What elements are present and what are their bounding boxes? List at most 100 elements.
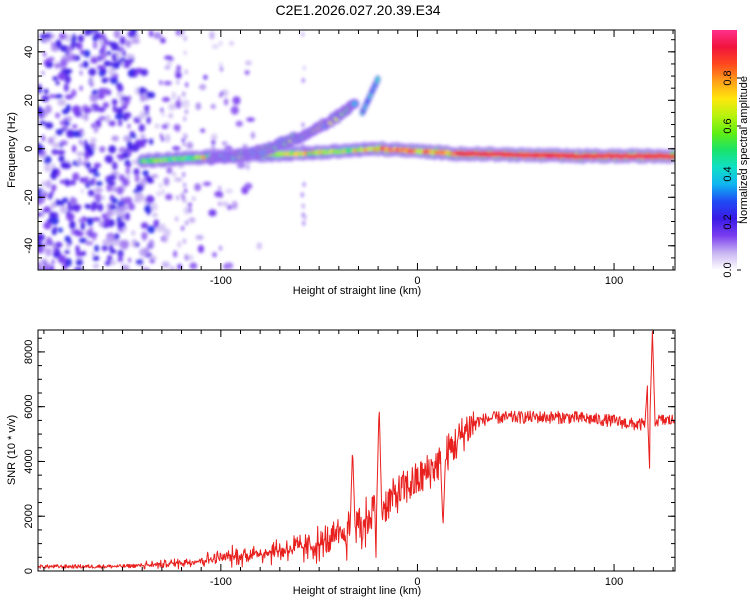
spectrogram-cell [225,188,234,194]
colorbar-tick-label: 0.0 [722,262,734,277]
spectrogram-cell [123,196,133,205]
spectrogram-cell [70,197,78,205]
spectrogram-cell [120,46,124,52]
spectrogram-cell [55,80,60,86]
spectrogram-cell [138,86,146,95]
spectrogram-cell [111,135,119,142]
spectrogram-cell [219,62,223,68]
spectrogram-cell [112,161,118,171]
spectrogram-cell [155,190,162,197]
spectrogram-x-axis-label: Height of straight line (km) [293,285,421,297]
snr-series-line [38,330,675,570]
spectrogram-cell [119,239,126,249]
spectrogram-cell [102,101,110,109]
spectrogram-cell [38,233,42,243]
spectrogram-cell [48,94,56,99]
spectrogram-cell [169,265,176,270]
spectrogram-cell [90,78,94,84]
spectrogram-cell [116,84,124,93]
spectrogram-cell [66,212,75,222]
spectrogram-cell [45,179,52,189]
spectrogram-cell [302,182,306,187]
spectrogram-cell [121,50,127,57]
spectrogram-cell [161,136,165,142]
spectrogram-cell [149,138,154,145]
spectrogram-cell [95,180,103,187]
snr-x-tick-labels: -100 0 100 [210,576,623,588]
spectrogram-cell [135,259,144,265]
spectrogram-cell [55,199,60,206]
spectrogram-cell [92,217,101,222]
spectrogram-cell [245,60,252,66]
spectrogram-cell [118,119,123,127]
spectrogram-cell [223,98,229,106]
spectrogram-cell [83,107,92,114]
spectrogram-cell [232,96,241,105]
spectrogram-ticks [38,30,675,271]
spectrogram-cell [672,154,675,159]
spectrogram-cell [99,38,104,46]
spectrogram-cell [93,124,99,134]
spectrogram-cell [163,228,171,237]
spectrogram-cell [164,133,171,143]
spectrogram-cell [134,173,140,183]
spectrogram-x-tick-label: 0 [414,275,420,287]
spectrogram-cell [102,68,107,75]
spectrogram-cell [79,63,83,69]
spectrogram-cell [98,220,105,227]
spectrogram-cell [58,155,65,163]
snr-x-tick-label: 100 [605,576,623,588]
spectrogram-cell [127,30,137,38]
spectrogram-cell [135,241,140,248]
spectrogram-cell [90,137,97,144]
spectrogram-cell [109,76,119,85]
spectrogram-cell [181,99,190,108]
spectrogram-cell [78,157,82,163]
spectrogram-cell [211,43,219,50]
spectrogram-cell [52,76,58,81]
spectrogram-cell [188,217,196,223]
spectrogram-cell [88,68,97,76]
spectrogram-cell [176,195,180,201]
spectrogram-cell [147,225,156,234]
spectrogram-cell [301,31,305,37]
spectrogram-cell [126,163,130,169]
spectrogram-cell [194,183,202,192]
spectrogram-cell [91,123,95,129]
spectrogram-cell [65,104,71,113]
spectrogram-cell [38,262,42,270]
colorbar-label: Normalized spectral amplitude [738,76,750,224]
spectrogram-cell [67,201,72,207]
spectrogram-cell [79,231,83,237]
spectrogram-cell [138,123,146,133]
spectrogram-cell [145,176,154,183]
spectrogram-cell [163,177,170,186]
spectrogram-cell [182,132,186,138]
spectrogram-cell [56,149,66,156]
spectrogram-cell [199,83,207,91]
spectrogram-cell [106,61,114,67]
spectrogram-cell [161,124,169,129]
spectrogram-cell [302,220,306,226]
spectrogram-cell [125,54,134,59]
spectrogram-cell [189,262,198,270]
spectrogram-cell [221,141,228,146]
spectrogram-cell [140,68,149,77]
spectrogram-cell [140,94,145,103]
spectrogram-cell [202,181,212,187]
spectrogram-cell [121,262,124,267]
spectrogram-cell [195,102,202,111]
spectrogram-cell [151,213,158,218]
spectrogram-cell [93,162,102,169]
spectrogram-cell [92,30,96,36]
spectrogram-cell [128,202,135,211]
spectrogram-cell [160,107,164,113]
spectrogram-cell [93,172,101,177]
spectrogram-cell [176,241,182,248]
spectrogram-cell [183,238,186,244]
spectrogram-cell [108,41,114,47]
spectrogram-cell [65,53,72,63]
spectrogram-cell [108,180,116,187]
spectrogram-cell [175,72,179,77]
spectrogram-cell [121,100,125,106]
